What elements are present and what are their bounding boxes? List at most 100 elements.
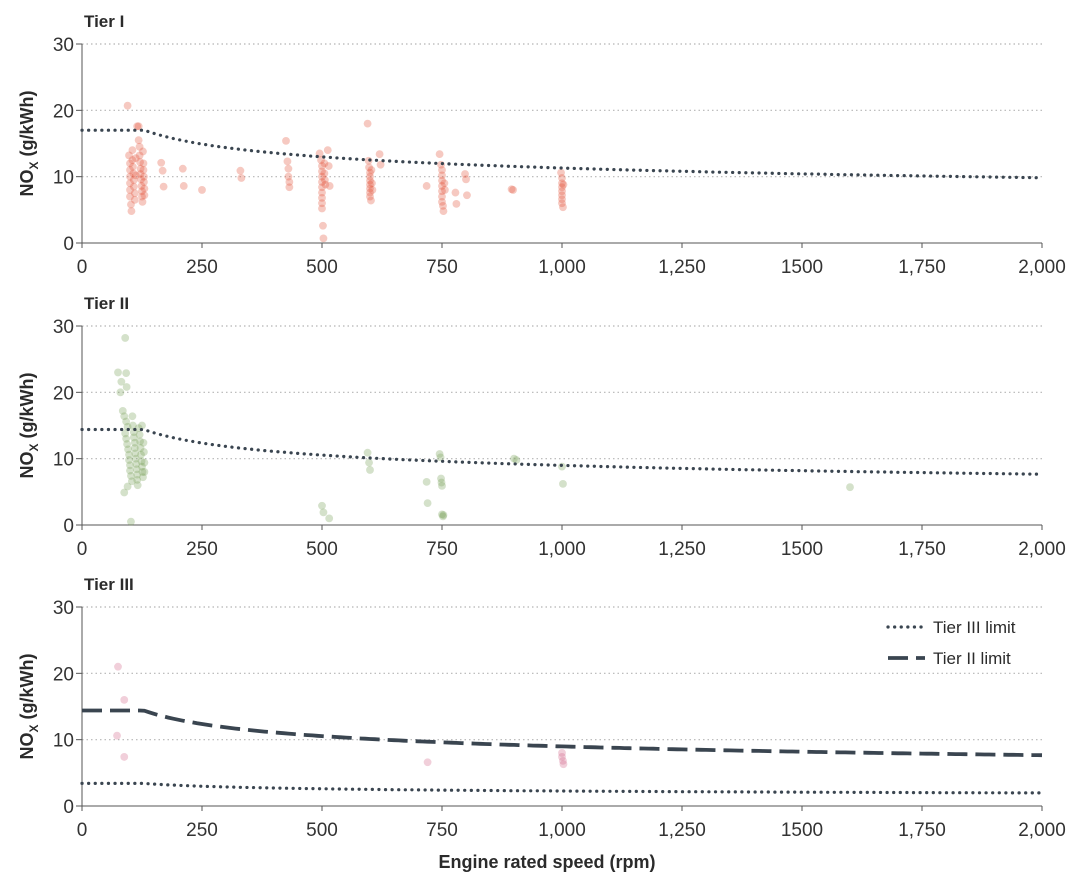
data-point: [440, 179, 449, 188]
panel-title: Tier I: [84, 12, 124, 31]
x-tick-label: 0: [77, 820, 88, 841]
data-point: [126, 179, 134, 188]
legend: Tier III limit Tier II limit: [886, 618, 1016, 668]
x-tick-label: 500: [306, 539, 338, 560]
data-point: [462, 175, 470, 184]
data-point: [368, 186, 377, 194]
data-point: [116, 388, 125, 397]
data-point: [127, 517, 135, 526]
data-point: [376, 160, 385, 169]
data-point: [122, 383, 131, 391]
data-point: [133, 481, 142, 490]
data-point: [139, 473, 147, 482]
data-point: [365, 163, 373, 172]
data-point: [135, 151, 144, 160]
data-point: [558, 191, 566, 200]
data-point: [135, 142, 144, 151]
data-point: [129, 433, 138, 442]
x-tick-label: 500: [306, 820, 338, 841]
y-tick-label: 0: [63, 516, 74, 537]
x-tick-label: 0: [77, 257, 88, 278]
data-point: [439, 511, 448, 519]
y-tick-label: 20: [53, 664, 74, 685]
data-point: [363, 119, 372, 128]
data-point: [136, 170, 145, 178]
data-point: [435, 150, 444, 159]
data-point: [126, 172, 134, 181]
x-tick-label: 1,000: [538, 257, 586, 278]
data-point: [121, 334, 130, 342]
data-point: [131, 449, 140, 458]
data-point: [120, 753, 129, 761]
data-point: [129, 182, 138, 191]
tier2-limit-line: [82, 708, 1043, 758]
data-point: [237, 174, 246, 182]
data-point: [283, 157, 292, 166]
data-point: [318, 188, 326, 197]
data-point: [324, 162, 333, 170]
data-point: [285, 178, 294, 186]
chart-panel-1: Tier I 0 10 20 30 0 250 500 750 1,000 1,250 1500 1,7…: [17, 12, 1066, 278]
data-point: [126, 166, 134, 174]
data-point: [438, 187, 446, 196]
data-point: [558, 199, 566, 208]
data-point: [127, 200, 135, 209]
data-point: [438, 176, 446, 185]
data-point: [559, 203, 567, 212]
x-tick-label: 1,000: [538, 539, 586, 560]
data-point: [126, 159, 134, 168]
data-point: [140, 191, 149, 200]
x-tick-label: 750: [426, 820, 458, 841]
data-point: [130, 195, 139, 204]
tier2-limit-line: [80, 427, 1044, 476]
data-point: [113, 731, 121, 740]
data-point: [131, 171, 140, 180]
data-point: [236, 166, 245, 175]
x-tick-label: 1500: [781, 820, 823, 841]
data-point: [137, 457, 146, 466]
data-point: [366, 184, 374, 193]
data-point: [137, 175, 145, 184]
data-point: [120, 488, 129, 497]
chart-panel-3: Tier III 0 10 20 30 0 250 500 750 1,000 1,250 1500 1…: [17, 575, 1066, 841]
data-point: [559, 479, 567, 488]
data-point: [320, 159, 329, 168]
data-point: [140, 178, 148, 186]
chart-panel-2: Tier II 0 10 20 30 0 250 500 750 1,000 1,250 1500 1,…: [17, 294, 1066, 560]
x-tick-label: 250: [186, 539, 218, 560]
data-point: [451, 188, 460, 197]
data-point: [198, 186, 206, 194]
data-point: [130, 438, 139, 447]
data-point: [318, 183, 326, 192]
data-point: [439, 201, 447, 210]
data-point: [318, 501, 326, 510]
data-point: [320, 169, 329, 178]
data-point: [422, 182, 431, 190]
data-point: [558, 195, 566, 204]
data-point: [438, 510, 446, 519]
data-point: [435, 450, 444, 458]
data-point: [368, 179, 376, 188]
data-point: [138, 462, 146, 471]
data-point: [131, 154, 140, 162]
data-point: [125, 456, 133, 464]
data-point: [440, 186, 449, 194]
data-point: [137, 182, 146, 190]
data-point: [318, 178, 326, 186]
data-point: [318, 199, 326, 208]
data-point: [126, 461, 134, 470]
data-point: [559, 760, 568, 769]
tier1-limit-line: [80, 128, 1044, 180]
data-point: [117, 377, 126, 386]
data-point: [138, 197, 147, 206]
data-point: [437, 474, 445, 483]
x-tick-label: 1,750: [898, 539, 946, 560]
data-point: [138, 192, 146, 201]
y-tick-label: 30: [53, 317, 74, 338]
x-tick-label: 500: [306, 257, 338, 278]
data-point: [558, 187, 566, 196]
x-tick-label: 1500: [781, 257, 823, 278]
data-point: [284, 164, 293, 173]
data-point: [122, 434, 131, 443]
